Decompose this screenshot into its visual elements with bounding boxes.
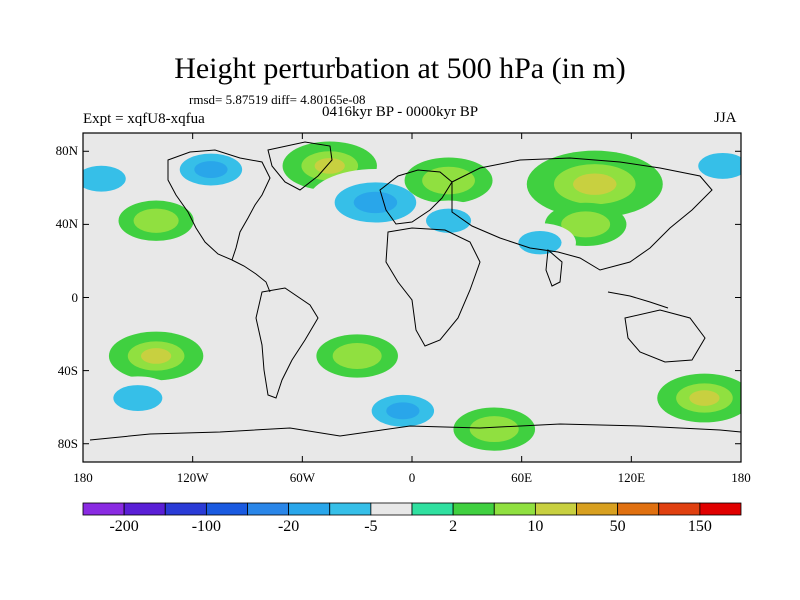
colorbar-swatch: [493, 502, 536, 516]
season-label: JJA: [714, 110, 737, 126]
colorbar-swatch: [370, 502, 413, 516]
x-tick-label: 120W: [176, 470, 209, 485]
x-tick-label: 180: [73, 470, 93, 485]
colorbar-label: 10: [527, 518, 544, 535]
anomaly-peak-greenland-high: [314, 158, 345, 174]
colorbar-label: 150: [687, 518, 712, 535]
anomaly-core-north-pacific-east: [133, 208, 179, 233]
colorbar-label: -200: [109, 518, 139, 535]
anomaly-peak-north-atlantic-low: [353, 191, 398, 214]
colorbar-swatch: [288, 502, 331, 516]
x-tick-label: 60W: [289, 470, 315, 485]
anomaly-peak-north-canada-greenland-low: [194, 161, 228, 179]
anomaly-peak-south-pacific-high: [141, 348, 172, 364]
colorbar-swatch: [411, 502, 454, 516]
y-tick-label: 40N: [55, 216, 78, 232]
anomaly-core-north-pacific-low: [698, 152, 741, 179]
anomaly-core-south-atlantic-high: [332, 343, 382, 369]
period-label: 0416kyr BP - 0000kyr BP: [322, 104, 479, 120]
colorbar-label: -5: [364, 518, 378, 535]
anomaly-core-china-high: [561, 211, 611, 238]
axis-ticks: [82, 133, 742, 462]
colorbar-label: 50: [609, 518, 626, 535]
colorbar-swatch: [534, 502, 577, 516]
anomaly-field: [83, 133, 741, 462]
colorbar-swatch: [658, 502, 701, 516]
x-tick-label: 0: [408, 470, 416, 485]
x-tick-label: 120E: [617, 470, 646, 485]
colorbar-swatch: [82, 502, 125, 516]
y-tick-label: 0: [71, 289, 79, 305]
colorbar-swatch: [329, 502, 372, 516]
colorbar-swatch: [123, 502, 166, 516]
anomaly-core-antarctic-high: [469, 416, 519, 443]
anomaly-peak-southern-ocean-low-atlantic: [386, 402, 420, 420]
colorbar: [82, 502, 742, 516]
colorbar-label: 2: [449, 518, 458, 535]
stats-line: rmsd= 5.87519 diff= 4.80165e-08: [189, 92, 366, 107]
anomaly-core-northern-europe-high: [422, 166, 475, 195]
colorbar-swatch: [247, 502, 290, 516]
colorbar-swatch: [699, 502, 742, 516]
colorbar-swatch: [576, 502, 619, 516]
anomaly-core-north-pacific-west-low: [83, 165, 126, 192]
anomaly-core-southern-ocean-low-pacific: [113, 385, 163, 411]
colorbar-label: -100: [191, 518, 222, 535]
y-tick-label: 40S: [57, 362, 78, 378]
y-tick-label: 80S: [57, 435, 78, 451]
colorbar-swatch: [205, 502, 248, 516]
colorbar-swatch: [617, 502, 660, 516]
experiment-label: Expt = xqfU8-xqfua: [83, 111, 205, 127]
anomaly-region-south-indian-low: [487, 315, 557, 353]
anomaly-core-mediterranean-low: [425, 208, 472, 233]
x-tick-label: 180: [731, 470, 751, 485]
coastlines: [89, 141, 741, 441]
anomaly-contours: [83, 141, 741, 451]
colorbar-label: -20: [277, 518, 300, 535]
y-tick-label: 80N: [55, 143, 78, 159]
anomaly-peak-southern-ocean-high-indian: [689, 390, 720, 406]
x-tick-label: 60E: [511, 470, 533, 485]
colorbar-swatch: [452, 502, 495, 516]
anomaly-core-tibet-low: [518, 230, 562, 255]
chart-title: Height perturbation at 500 hPa (in m): [174, 52, 626, 85]
anomaly-peak-siberia-high: [573, 173, 617, 195]
colorbar-swatch: [164, 502, 207, 516]
